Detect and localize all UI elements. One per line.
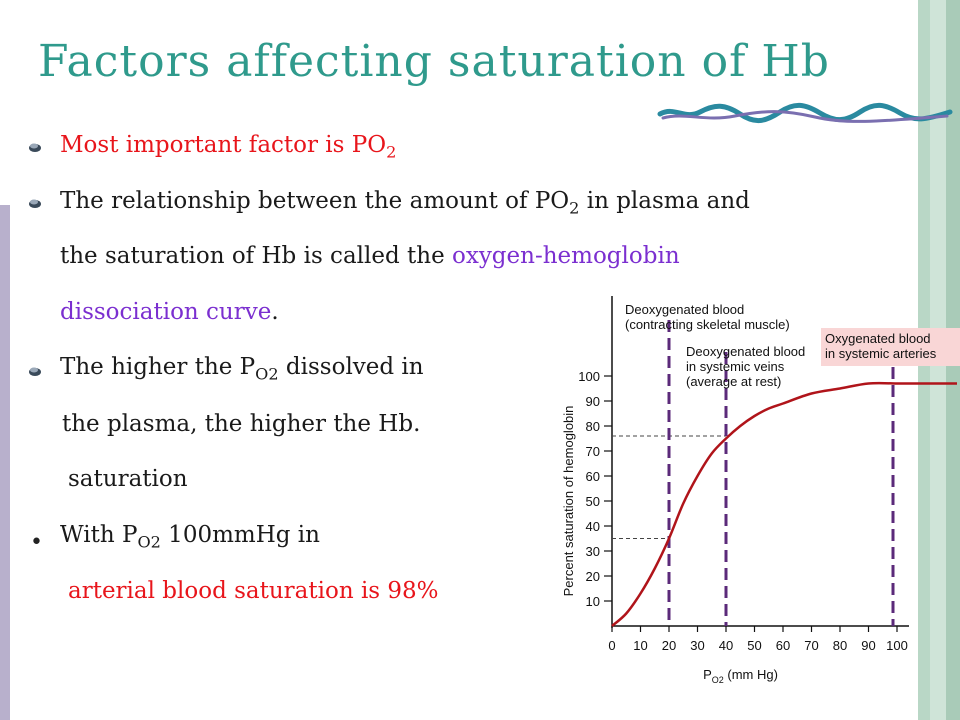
bullet-higher-po2-line-2: the plasma, the higher the Hb. — [62, 411, 421, 437]
annotation-label: Deoxygenated blood — [686, 344, 805, 359]
x-tick-label: 90 — [861, 638, 875, 653]
y-tick-label: 100 — [578, 369, 600, 384]
y-tick-label: 80 — [586, 419, 600, 434]
x-tick-label: 40 — [719, 638, 733, 653]
bullet-dot-icon: • — [30, 530, 43, 555]
annotation-highlight-box — [821, 328, 960, 366]
annotation-label: in systemic veins — [686, 359, 785, 374]
bullet-higher-po2-line-1: The higher the PO2 dissolved in — [60, 354, 424, 384]
x-tick-label: 80 — [833, 638, 847, 653]
oxygen-hemoglobin-dissociation-chart: 10 20 30 40 50 60 70 80 90 100 0 10 20 30 40 50 60 70 80 90… — [561, 296, 960, 685]
x-tick-label: 50 — [747, 638, 761, 653]
y-tick-label: 40 — [586, 519, 600, 534]
y-tick-label: 50 — [586, 494, 600, 509]
bullet-higher-po2-line-3: saturation — [68, 466, 188, 492]
bullet-icon — [29, 367, 41, 376]
x-tick-label: 20 — [662, 638, 676, 653]
y-tick-label: 90 — [586, 394, 600, 409]
x-tick-label: 100 — [886, 638, 908, 653]
y-tick-label: 70 — [586, 444, 600, 459]
bullet-relationship-line-2: the saturation of Hb is called the oxyge… — [60, 243, 680, 269]
decorative-squiggle-underline — [657, 102, 953, 123]
y-tick-label: 20 — [586, 569, 600, 584]
annotation-label: (contracting skeletal muscle) — [625, 317, 790, 332]
x-tick-label: 10 — [633, 638, 647, 653]
annotation-label: in systemic arteries — [825, 346, 937, 361]
x-tick-label: 30 — [690, 638, 704, 653]
bullet-with-po2-line-1: With PO2 100mmHg in — [60, 522, 320, 552]
y-tick-label: 10 — [586, 594, 600, 609]
annotation-label: (average at rest) — [686, 374, 781, 389]
bullet-most-important-factor: Most important factor is PO2 — [60, 132, 397, 162]
decorative-left-bar — [0, 205, 10, 720]
slide-title: Factors affecting saturation of Hb — [38, 36, 830, 87]
bullet-icon — [29, 199, 41, 208]
bullet-with-po2-line-2: arterial blood saturation is 98% — [68, 578, 439, 604]
y-tick-label: 30 — [586, 544, 600, 559]
x-tick-label: 70 — [804, 638, 818, 653]
dissociation-curve-line — [611, 381, 957, 627]
annotation-label: Oxygenated blood — [825, 331, 931, 346]
bullet-relationship-line-1: The relationship between the amount of P… — [60, 188, 750, 218]
annotation-label: Deoxygenated blood — [625, 302, 744, 317]
x-tick-label: 60 — [776, 638, 790, 653]
y-tick-label: 60 — [586, 469, 600, 484]
y-axis-label: Percent saturation of hemoglobin — [561, 406, 576, 597]
x-tick-label: 0 — [608, 638, 615, 653]
bullet-relationship-line-3: dissociation curve. — [60, 299, 279, 325]
x-axis-label: PO2 (mm Hg) — [703, 667, 778, 685]
bullet-icon — [29, 143, 41, 152]
